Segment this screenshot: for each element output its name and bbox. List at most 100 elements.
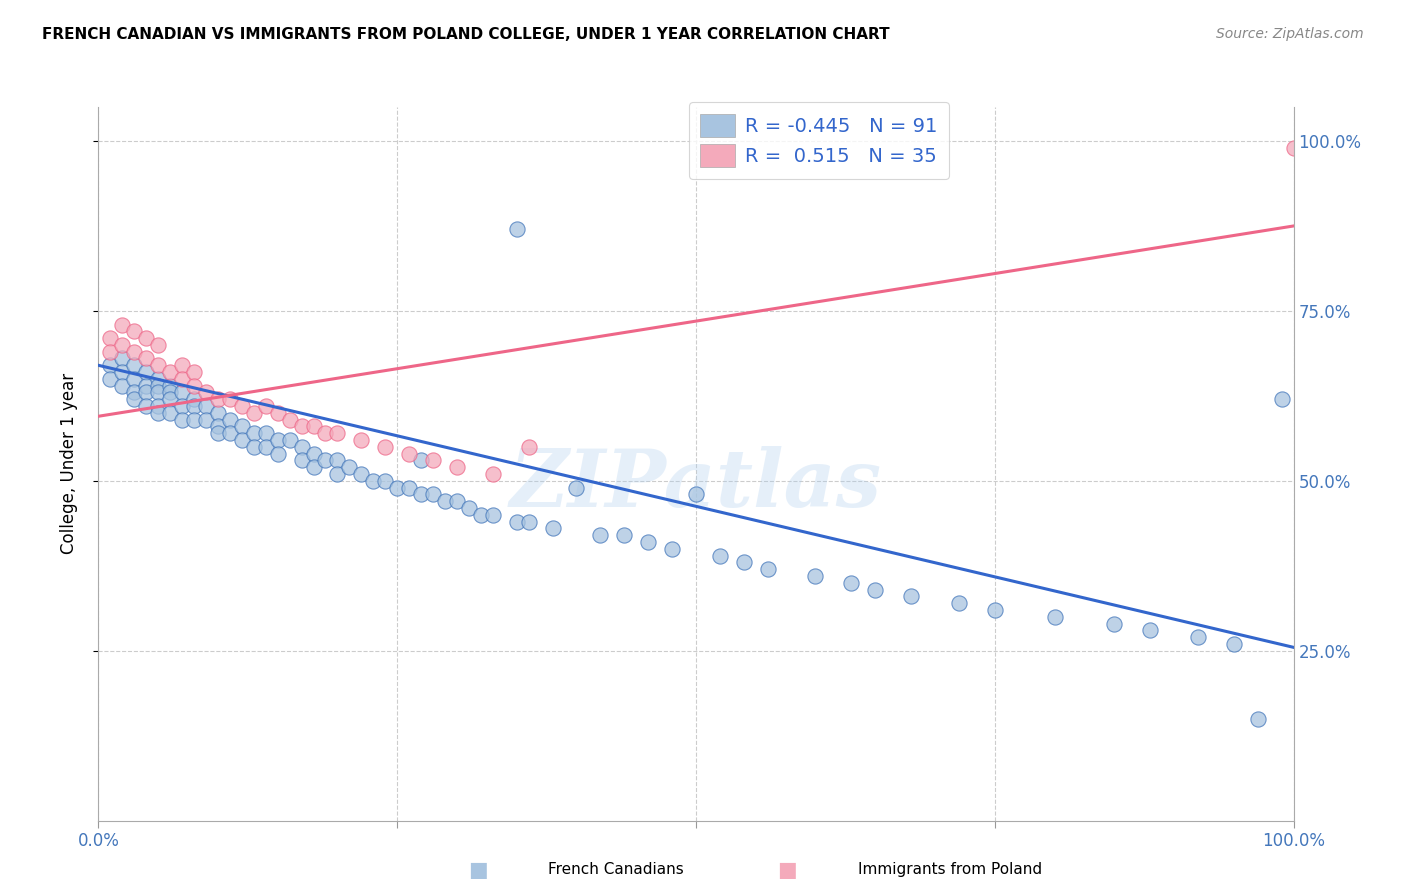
Point: [422, 453, 444, 467]
Point: [159, 365, 181, 379]
Point: [481, 508, 505, 522]
Point: [565, 481, 588, 495]
Point: [446, 494, 468, 508]
Point: [517, 515, 540, 529]
Point: [124, 372, 146, 386]
Point: [326, 467, 349, 481]
Point: [243, 426, 266, 441]
Point: [661, 541, 683, 556]
Point: [685, 487, 707, 501]
Point: [267, 406, 290, 420]
Point: [111, 365, 134, 379]
Point: [315, 453, 337, 467]
Point: [948, 596, 970, 610]
Point: [302, 460, 325, 475]
Point: [398, 447, 420, 461]
Point: [363, 474, 385, 488]
Point: [302, 419, 325, 434]
Point: [385, 481, 409, 495]
Point: [254, 440, 277, 454]
Point: [172, 359, 194, 373]
Point: [124, 324, 146, 338]
Point: [231, 419, 253, 434]
Point: [1187, 630, 1209, 644]
Point: [1139, 624, 1161, 638]
Point: [148, 385, 170, 400]
Point: [135, 331, 157, 345]
Point: [194, 385, 218, 400]
Point: [231, 433, 253, 447]
Point: [1043, 609, 1066, 624]
Point: [148, 406, 170, 420]
Point: [291, 453, 314, 467]
Point: [207, 426, 229, 441]
Point: [231, 399, 253, 413]
Point: [159, 385, 181, 400]
Point: [278, 412, 301, 426]
Point: [433, 494, 456, 508]
Point: [1102, 616, 1125, 631]
Point: [350, 467, 373, 481]
Point: [411, 487, 433, 501]
Point: [1246, 712, 1268, 726]
Point: [243, 440, 266, 454]
Point: [339, 460, 360, 475]
Point: [756, 562, 779, 576]
Y-axis label: College, Under 1 year: College, Under 1 year: [59, 373, 77, 555]
Point: [984, 603, 1007, 617]
Text: ■: ■: [778, 860, 797, 880]
Point: [111, 351, 134, 366]
Point: [148, 372, 170, 386]
Point: [481, 467, 505, 481]
Point: [219, 426, 242, 441]
Point: [589, 528, 612, 542]
Point: [124, 385, 146, 400]
Point: [135, 399, 157, 413]
Point: [458, 501, 481, 516]
Point: [709, 549, 731, 563]
Point: [374, 440, 396, 454]
Text: ■: ■: [468, 860, 488, 880]
Point: [135, 365, 157, 379]
Point: [135, 385, 157, 400]
Point: [446, 460, 468, 475]
Text: ZIPatlas: ZIPatlas: [510, 447, 882, 524]
Point: [135, 351, 157, 366]
Point: [350, 433, 373, 447]
Point: [98, 331, 122, 345]
Point: [1282, 141, 1305, 155]
Point: [207, 419, 229, 434]
Point: [374, 474, 396, 488]
Point: [183, 399, 205, 413]
Point: [1271, 392, 1294, 407]
Point: [207, 406, 229, 420]
Point: [302, 447, 325, 461]
Point: [148, 378, 170, 392]
Point: [172, 412, 194, 426]
Point: [124, 392, 146, 407]
Point: [613, 528, 636, 542]
Point: [863, 582, 887, 597]
Point: [98, 344, 122, 359]
Point: [326, 453, 349, 467]
Point: [183, 365, 205, 379]
Point: [291, 440, 314, 454]
Point: [159, 392, 181, 407]
Point: [183, 392, 205, 407]
Point: [159, 406, 181, 420]
Point: [183, 412, 205, 426]
Point: [219, 412, 242, 426]
Point: [411, 453, 433, 467]
Point: [254, 426, 277, 441]
Point: [159, 378, 181, 392]
Point: [148, 399, 170, 413]
Point: [291, 419, 314, 434]
Point: [148, 338, 170, 352]
Point: [506, 222, 529, 236]
Point: [278, 433, 301, 447]
Text: Immigrants from Poland: Immigrants from Poland: [858, 863, 1042, 877]
Point: [1222, 637, 1246, 651]
Point: [135, 378, 157, 392]
Point: [111, 338, 134, 352]
Point: [194, 399, 218, 413]
